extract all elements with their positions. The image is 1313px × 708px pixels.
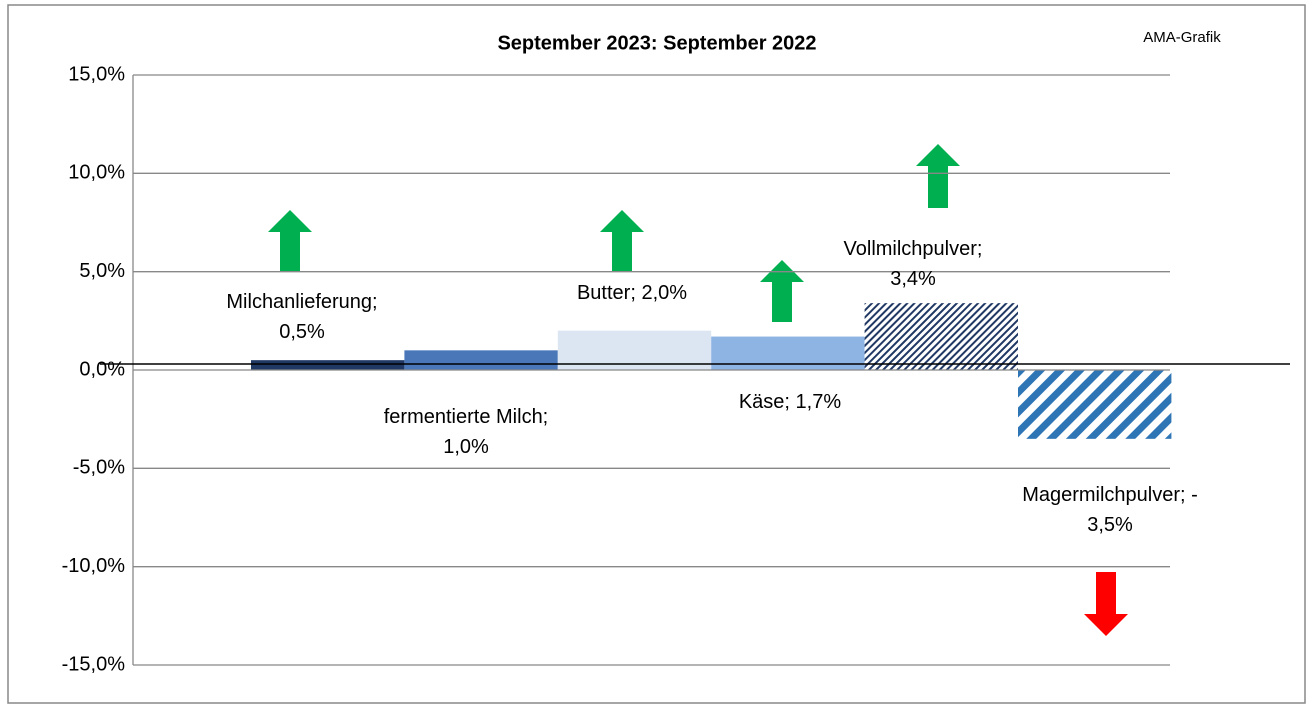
bar bbox=[404, 350, 558, 370]
y-tick-label: -10,0% bbox=[62, 555, 126, 577]
y-tick-label: 5,0% bbox=[79, 260, 125, 282]
bar bbox=[711, 336, 865, 370]
y-tick-label: -5,0% bbox=[73, 457, 125, 479]
data-label: Vollmilchpulver; 3,4% bbox=[843, 238, 983, 290]
y-tick-label: 15,0% bbox=[68, 63, 125, 85]
bar bbox=[251, 360, 405, 370]
arrows bbox=[268, 144, 1128, 636]
data-label: Magermilchpulver; - 3,5% bbox=[1022, 484, 1198, 536]
y-tick-label: 0,0% bbox=[79, 358, 125, 380]
chart-title: September 2023: September 2022 bbox=[497, 32, 816, 54]
arrow-up bbox=[268, 210, 312, 272]
arrow-up bbox=[760, 260, 804, 322]
arrow-up bbox=[600, 210, 644, 272]
arrow-down bbox=[1084, 572, 1128, 636]
data-label: fermentierte Milch; 1,0% bbox=[383, 406, 549, 458]
data-label: Käse; 1,7% bbox=[738, 391, 842, 413]
y-tick-label: 10,0% bbox=[68, 162, 125, 184]
chart-border bbox=[7, 4, 1306, 704]
bar bbox=[864, 303, 1018, 370]
arrow-up bbox=[916, 144, 960, 208]
note: AMA-Grafik bbox=[1143, 29, 1221, 46]
data-label: Milchanlieferung; 0,5% bbox=[226, 291, 378, 343]
bar bbox=[1018, 370, 1172, 439]
y-tick-label: -15,0% bbox=[62, 653, 126, 675]
data-label: Butter; 2,0% bbox=[576, 282, 688, 304]
